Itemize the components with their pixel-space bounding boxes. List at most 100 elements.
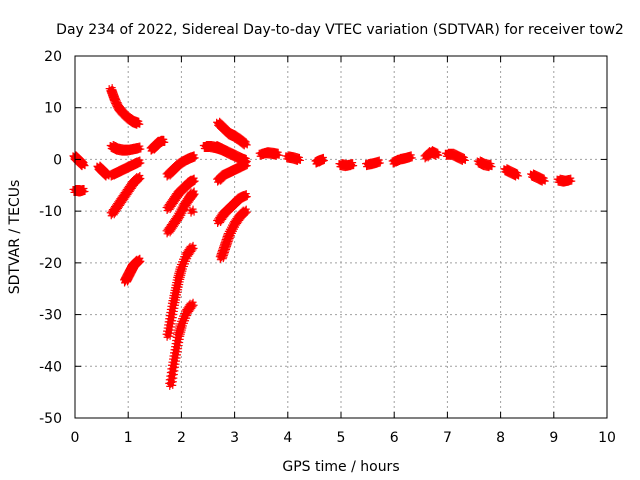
x-axis-label: GPS time / hours [282, 459, 399, 475]
data-point [81, 162, 89, 170]
data-point [187, 209, 195, 217]
data-point [242, 205, 250, 213]
data-point [540, 174, 548, 182]
data-point [319, 153, 327, 161]
chart-title: Day 234 of 2022, Sidereal Day-to-day VTE… [56, 22, 624, 38]
series-arc-21 [215, 205, 251, 264]
data-point [239, 206, 247, 214]
y-tick-label: -10 [39, 204, 62, 220]
data-point [137, 145, 145, 153]
data-point [295, 153, 303, 161]
data-point [317, 157, 325, 165]
data-point [375, 156, 383, 164]
series-arc-12 [162, 187, 199, 238]
y-tick-label: 20 [44, 49, 62, 65]
data-point [187, 188, 195, 196]
data-point [240, 142, 248, 150]
data-point [187, 245, 195, 253]
data-point [485, 164, 493, 172]
data-point [190, 301, 198, 309]
data-point [373, 160, 381, 168]
series-arc-03 [93, 161, 113, 181]
data-point [157, 136, 165, 144]
data-point [512, 173, 520, 181]
data-point [136, 142, 144, 150]
data-point [78, 163, 86, 171]
data-point [243, 208, 251, 216]
data-points [69, 84, 576, 390]
data-point [133, 157, 141, 165]
data-point [458, 157, 466, 165]
data-point [408, 154, 416, 162]
data-point [190, 151, 198, 159]
data-point [135, 117, 143, 125]
data-point [431, 149, 439, 157]
series-arc-22 [255, 147, 283, 160]
y-tick-label: -40 [39, 359, 62, 375]
series-arc-07 [106, 172, 145, 220]
data-point [160, 135, 168, 143]
grid-lines [75, 56, 607, 418]
data-point [186, 242, 194, 250]
data-point [537, 175, 545, 183]
series-arc-31 [500, 164, 523, 181]
data-point [243, 141, 251, 149]
data-point [189, 241, 197, 249]
data-point [133, 143, 141, 151]
x-tick-label: 9 [549, 430, 558, 446]
data-point [132, 118, 140, 126]
data-point [188, 191, 196, 199]
data-point [189, 205, 197, 213]
data-point [137, 175, 145, 183]
x-tick-labels: 0 1 2 3 4 5 6 7 8 9 10 [71, 430, 616, 446]
x-tick-label: 7 [443, 430, 452, 446]
series-arc-15 [165, 298, 198, 390]
data-point [296, 156, 304, 164]
data-point [81, 187, 89, 195]
data-point [457, 154, 465, 162]
series-arc-14 [162, 241, 198, 341]
data-point [272, 152, 280, 160]
data-point [435, 151, 443, 159]
data-point [243, 162, 251, 170]
series-arc-24 [311, 153, 328, 168]
data-point [316, 154, 324, 162]
data-point [488, 163, 496, 171]
series-arc-32 [527, 169, 549, 186]
data-point [77, 185, 85, 193]
series-arc-04 [105, 84, 144, 129]
data-point [271, 149, 279, 157]
data-point [190, 244, 198, 252]
x-tick-label: 4 [283, 430, 292, 446]
data-point [187, 302, 195, 310]
data-point [538, 178, 546, 186]
data-point [158, 139, 166, 147]
data-point [350, 162, 358, 170]
axis-ticks [74, 55, 608, 419]
data-point [239, 139, 247, 147]
y-tick-label: 10 [44, 101, 62, 117]
data-point [349, 159, 357, 167]
data-point [134, 258, 142, 266]
data-point [240, 163, 248, 171]
data-point [240, 209, 248, 217]
data-point [186, 299, 194, 307]
data-point [275, 151, 283, 159]
y-axis-label: SDTVAR / TECUs [7, 180, 23, 295]
data-point [515, 172, 523, 180]
series-arc-13 [186, 205, 198, 217]
data-point [136, 254, 144, 262]
y-tick-label: 0 [53, 152, 62, 168]
data-point [487, 160, 495, 168]
data-point [376, 159, 384, 167]
data-point [133, 121, 141, 129]
data-point [137, 159, 145, 167]
data-point [372, 157, 380, 165]
data-point [190, 187, 198, 195]
x-tick-label: 8 [496, 430, 505, 446]
series-arc-25 [335, 159, 358, 172]
series-arc-08 [120, 254, 145, 287]
data-point [186, 206, 194, 214]
data-point [188, 178, 196, 186]
